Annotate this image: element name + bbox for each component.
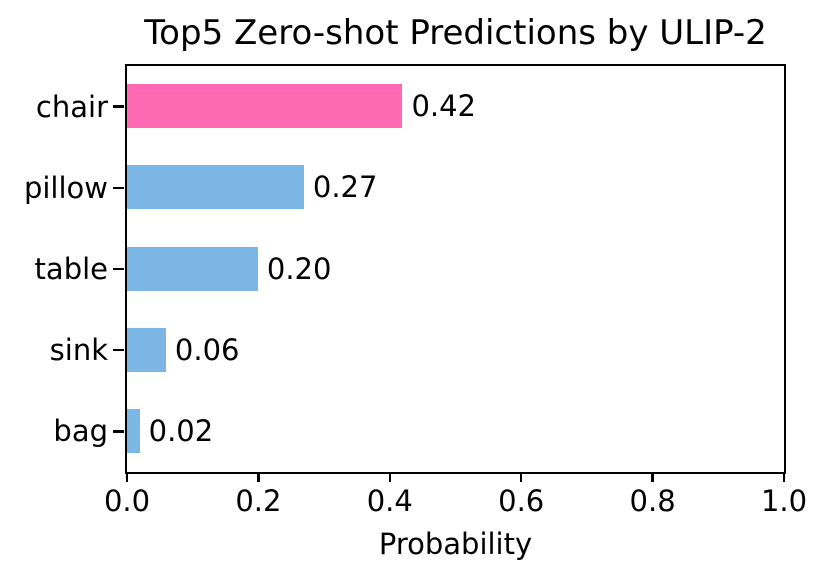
- value-label-chair: 0.42: [411, 89, 477, 124]
- x-tick-0.0: [125, 474, 129, 482]
- x-tick-label-0.4: 0.4: [366, 484, 413, 518]
- category-label-table: table: [34, 252, 108, 286]
- x-tick-label-1.0: 1.0: [760, 484, 808, 518]
- value-label-bag: 0.02: [148, 413, 214, 448]
- bar-pillow: [126, 165, 304, 210]
- bar-bag: [126, 408, 140, 453]
- y-tick-chair: [113, 105, 124, 108]
- x-tick-label-0.2: 0.2: [235, 484, 282, 518]
- x-tick-0.8: [651, 474, 654, 482]
- y-tick-sink: [113, 348, 124, 352]
- x-tick-0.6: [519, 474, 523, 482]
- x-tick-0.4: [388, 474, 392, 482]
- category-label-pillow: pillow: [23, 170, 108, 205]
- bar-table: [126, 246, 258, 291]
- category-label-sink: sink: [49, 333, 108, 368]
- x-tick-0.2: [257, 474, 260, 482]
- x-tick-label-0.8: 0.8: [629, 484, 676, 518]
- y-tick-table: [113, 267, 124, 271]
- x-tick-1.0: [782, 474, 786, 482]
- value-label-sink: 0.06: [174, 332, 240, 367]
- category-label-chair: chair: [35, 89, 108, 124]
- y-tick-bag: [113, 430, 124, 433]
- category-label-bag: bag: [53, 414, 108, 449]
- chart-title: Top5 Zero-shot Predictions by ULIP-2: [144, 13, 767, 53]
- x-tick-label-0.6: 0.6: [498, 484, 545, 518]
- x-axis-label: Probability: [378, 527, 533, 561]
- plot-area: 0.42 0.27 0.20 0.06 0.02: [124, 63, 786, 474]
- bar-chair: [126, 84, 403, 129]
- value-label-table: 0.20: [266, 251, 332, 286]
- value-label-pillow: 0.27: [312, 170, 378, 205]
- y-tick-pillow: [113, 186, 124, 190]
- x-tick-label-0.0: 0.0: [103, 484, 151, 518]
- bar-sink: [126, 327, 166, 372]
